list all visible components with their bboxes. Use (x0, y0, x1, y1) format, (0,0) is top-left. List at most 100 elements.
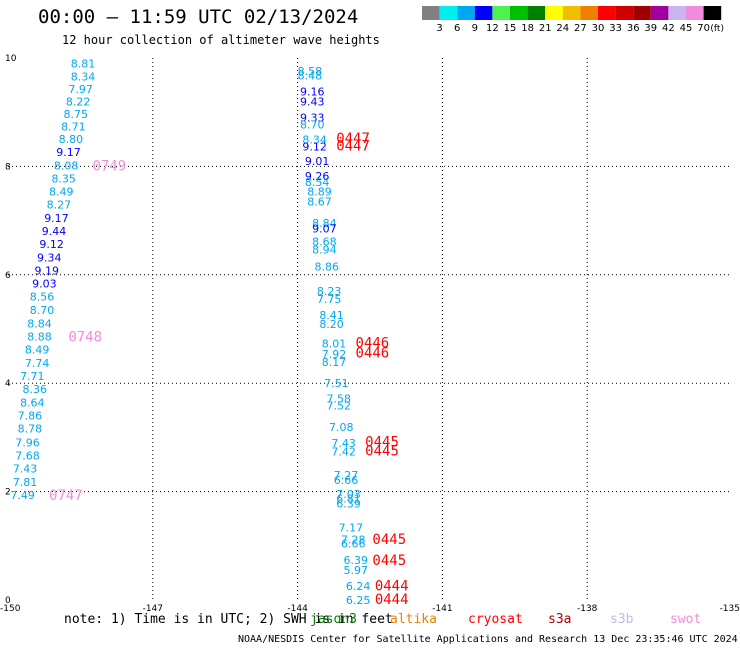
colorbar-tick-label: 24 (556, 23, 569, 34)
wave-height-point: 7.27 (334, 469, 359, 482)
wave-height-point: 9.33 (300, 112, 325, 125)
colorbar-swatch (545, 6, 563, 20)
wave-height-point: 9.01 (305, 155, 330, 168)
wave-height-point: 6.39 (343, 554, 368, 567)
wave-height-point: 8.68 (312, 236, 337, 249)
wave-height-point: 8.58 (298, 65, 323, 78)
wave-height-point: 9.44 (42, 225, 67, 238)
wave-height-point: 8.78 (18, 423, 43, 436)
pass-time-label: 0447 (336, 131, 370, 147)
pass-time-label: 0446 (356, 336, 390, 352)
wave-height-point: 8.75 (64, 108, 89, 121)
wave-height-point: 7.43 (331, 437, 356, 450)
wave-height-point: 7.28 (341, 533, 366, 546)
wave-height-point: 8.80 (59, 133, 84, 146)
wave-height-point: 8.70 (300, 119, 325, 132)
wave-height-point: 8.01 (322, 338, 347, 351)
wave-height-point: 8.27 (47, 198, 72, 211)
wave-height-point: 7.51 (324, 377, 349, 390)
pass-time-label: 0445 (372, 532, 406, 548)
wave-height-point: 9.19 (35, 264, 60, 277)
x-tick-label: -141 (432, 604, 452, 614)
colorbar-swatch (439, 6, 458, 20)
colorbar-tick-label: 45 (680, 23, 693, 34)
wave-height-point: 8.94 (312, 243, 337, 256)
colorbar-swatch (703, 6, 722, 20)
wave-height-point: 8.71 (61, 120, 86, 133)
wave-height-point: 7.71 (20, 370, 45, 383)
wave-height-point: 9.43 (300, 95, 325, 108)
colorbar-swatch (474, 6, 493, 20)
wave-height-point: 7.96 (15, 436, 39, 449)
wave-height-point: 8.49 (49, 185, 74, 198)
pass-time-label: 0446 (356, 345, 390, 361)
x-tick-label: -144 (287, 604, 308, 614)
pass-time-label: 0445 (365, 435, 399, 451)
wave-height-point: 9.12 (39, 238, 64, 251)
pass-time-label: 0749 (92, 158, 126, 174)
wave-height-point: 9.12 (302, 140, 327, 153)
wave-height-point: 8.64 (20, 397, 45, 410)
y-tick-label: 8 (5, 162, 11, 172)
pass-time-label: 0445 (372, 553, 406, 569)
chart-title: 00:00 – 11:59 UTC 02/13/2024 (38, 6, 359, 28)
satellite-legend-cryosat: cryosat (468, 612, 523, 627)
wave-height-point: 9.16 (300, 86, 325, 99)
x-tick-label: -150 (0, 604, 21, 614)
satellite-legend-s3a: s3a (548, 612, 572, 627)
wave-height-point: 9.17 (44, 212, 68, 225)
pass-time-label: 0747 (49, 488, 83, 504)
wave-height-point: 6.66 (334, 474, 359, 487)
colorbar-swatch (650, 6, 669, 20)
wave-height-point: 9.07 (312, 223, 337, 236)
pass-time-label: 0447 (336, 138, 370, 154)
colorbar-swatch (527, 6, 546, 20)
wave-height-point: 9.03 (32, 277, 57, 290)
wave-height-point: 8.88 (27, 331, 52, 344)
wave-height-point: 6.39 (336, 498, 361, 511)
wave-height-point: 8.20 (319, 318, 344, 331)
wave-height-point: 8.08 (54, 159, 79, 172)
pass-time-label: 0445 (365, 443, 399, 459)
footer-credit: NOAA/NESDIS Center for Satellite Applica… (238, 634, 738, 645)
colorbar-tick-label: 33 (609, 23, 622, 34)
wave-height-point: 7.74 (25, 357, 50, 370)
x-tick-label: -138 (577, 604, 598, 614)
wave-height-point: 7.52 (327, 399, 352, 412)
pass-time-label: 0444 (375, 578, 409, 594)
wave-height-point: 8.67 (307, 196, 332, 209)
colorbar-swatch (686, 6, 704, 20)
wave-height-point: 7.92 (322, 348, 347, 361)
colorbar-legend: 3 6 9 12 15 18 21 24 27 30 33 36 39 42 45 70 (ft) (422, 6, 724, 34)
wave-height-point: 9.17 (56, 146, 80, 159)
wave-height-point: 8.23 (317, 285, 342, 298)
colorbar-tick-label: 3 (436, 23, 442, 34)
pass-time-label: 0748 (68, 330, 102, 346)
wave-height-point: 8.49 (25, 344, 50, 357)
wave-height-point: 7.75 (317, 293, 342, 306)
wave-height-point: 8.56 (30, 290, 55, 303)
colorbar-tick-label: 39 (644, 23, 657, 34)
x-tick-label: -135 (720, 604, 740, 614)
colorbar-tick-label: 27 (574, 23, 587, 34)
chart-grid (8, 58, 732, 600)
colorbar-tick-label: 21 (539, 23, 552, 34)
wave-height-point: 6.25 (346, 594, 371, 607)
data-points: 8.818.347.978.228.758.718.809.178.088.35… (10, 57, 370, 607)
satellite-legend-altika: altika (390, 612, 437, 627)
colorbar-tick-label: 42 (662, 23, 675, 34)
wave-height-point: 7.58 (327, 392, 352, 405)
wave-height-point: 8.54 (305, 176, 330, 189)
colorbar-swatch (510, 6, 528, 20)
wave-height-point: 9.26 (305, 170, 330, 183)
colorbar-tick-label: 70 (697, 23, 710, 34)
colorbar-tick-label: 18 (521, 23, 534, 34)
y-tick-label: 10 (5, 54, 17, 64)
colorbar-swatch (457, 6, 475, 20)
colorbar-swatch (633, 6, 651, 20)
colorbar-swatch (422, 6, 440, 20)
colorbar-tick-label: 6 (454, 23, 460, 34)
wave-height-point: 7.68 (15, 449, 39, 462)
wave-height-point: 8.70 (30, 304, 55, 317)
